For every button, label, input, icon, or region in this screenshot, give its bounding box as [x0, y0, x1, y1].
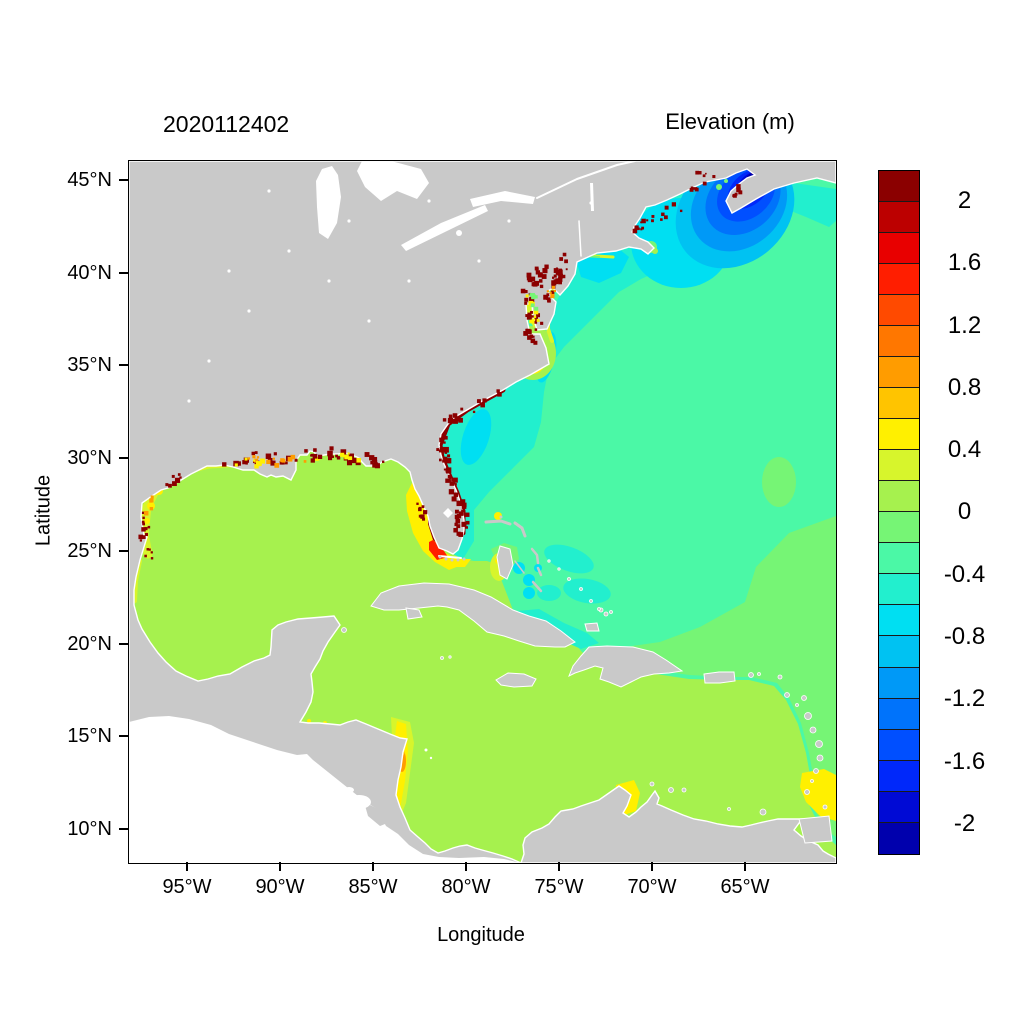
colorbar-label: 0 — [957, 498, 972, 525]
y-tick — [119, 828, 128, 830]
colorbar-cell — [879, 543, 919, 575]
x-tick-label: 80°W — [441, 876, 491, 898]
colorbar-label: -1.2 — [943, 685, 986, 712]
colorbar-label: -0.4 — [943, 561, 986, 588]
y-tick-label: 30°N — [67, 447, 112, 469]
x-tick-label: 90°W — [255, 876, 305, 898]
islands-layer — [341, 515, 833, 844]
colorbar-cell — [879, 171, 919, 203]
y-axis-title: Latitude — [32, 474, 55, 547]
x-tick — [744, 862, 746, 871]
y-tick-label: 20°N — [67, 633, 112, 655]
colorbar-cell — [879, 388, 919, 420]
y-tick-label: 45°N — [67, 169, 112, 191]
run-timestamp-label: 2020112402 — [163, 111, 290, 137]
land-layer — [129, 161, 836, 863]
colorbar-cell — [879, 419, 919, 451]
y-tick — [119, 735, 128, 737]
colorbar-cell — [879, 202, 919, 234]
colorbar-label: 0.8 — [947, 374, 982, 401]
colorbar-cell — [879, 233, 919, 265]
colorbar-label: -1.6 — [943, 748, 986, 775]
y-tick — [119, 179, 128, 181]
colorbar-label: 1.6 — [947, 249, 982, 276]
colorbar-cell — [879, 264, 919, 296]
x-tick — [465, 862, 467, 871]
colorbar-cell — [879, 760, 919, 792]
coastal-speckles — [138, 170, 743, 560]
colorbar-cell — [879, 295, 919, 327]
y-tick-label: 40°N — [67, 262, 112, 284]
y-tick-label: 15°N — [67, 725, 112, 747]
colorbar-cell — [879, 791, 919, 823]
colorbar-cell — [879, 698, 919, 730]
y-tick-label: 35°N — [67, 354, 112, 376]
colorbar-cell — [879, 481, 919, 513]
colorbar-cell — [879, 574, 919, 606]
colorbar-label: -0.8 — [943, 623, 986, 650]
colorbar-label: 0.4 — [947, 436, 982, 463]
colorbar-cell — [879, 450, 919, 482]
colorbar-label: 1.2 — [947, 312, 982, 339]
x-tick-label: 75°W — [534, 876, 584, 898]
x-axis-title: Longitude — [437, 924, 525, 946]
x-tick-label: 65°W — [720, 876, 770, 898]
colorbar-cell — [879, 636, 919, 668]
x-tick-label: 70°W — [627, 876, 677, 898]
y-tick — [119, 643, 128, 645]
y-tick-label: 10°N — [67, 818, 112, 840]
colorbar-cell — [879, 605, 919, 637]
colorbar-cell — [879, 326, 919, 358]
x-tick-label: 85°W — [348, 876, 398, 898]
y-tick — [119, 550, 128, 552]
y-tick-label: 25°N — [67, 540, 112, 562]
colorbar-cell — [879, 512, 919, 544]
x-tick-label: 95°W — [162, 876, 212, 898]
x-tick — [279, 862, 281, 871]
map-plot-area — [128, 160, 837, 864]
colorbar — [878, 170, 920, 855]
colorbar-cell — [879, 667, 919, 699]
y-tick — [119, 457, 128, 459]
colorbar-cell — [879, 822, 919, 854]
x-tick — [186, 862, 188, 871]
x-tick — [651, 862, 653, 871]
page-title: Elevation (m) — [665, 109, 795, 134]
x-tick — [372, 862, 374, 871]
outside-domain-layer — [129, 716, 521, 863]
colorbar-cell — [879, 729, 919, 761]
y-tick — [119, 364, 128, 366]
colorbar-cell — [879, 357, 919, 389]
y-tick — [119, 272, 128, 274]
lakes-layer — [187, 161, 636, 760]
elevation-map — [129, 161, 836, 863]
colorbar-label: -2 — [953, 810, 976, 837]
colorbar-label: 2 — [957, 187, 972, 214]
x-tick — [558, 862, 560, 871]
